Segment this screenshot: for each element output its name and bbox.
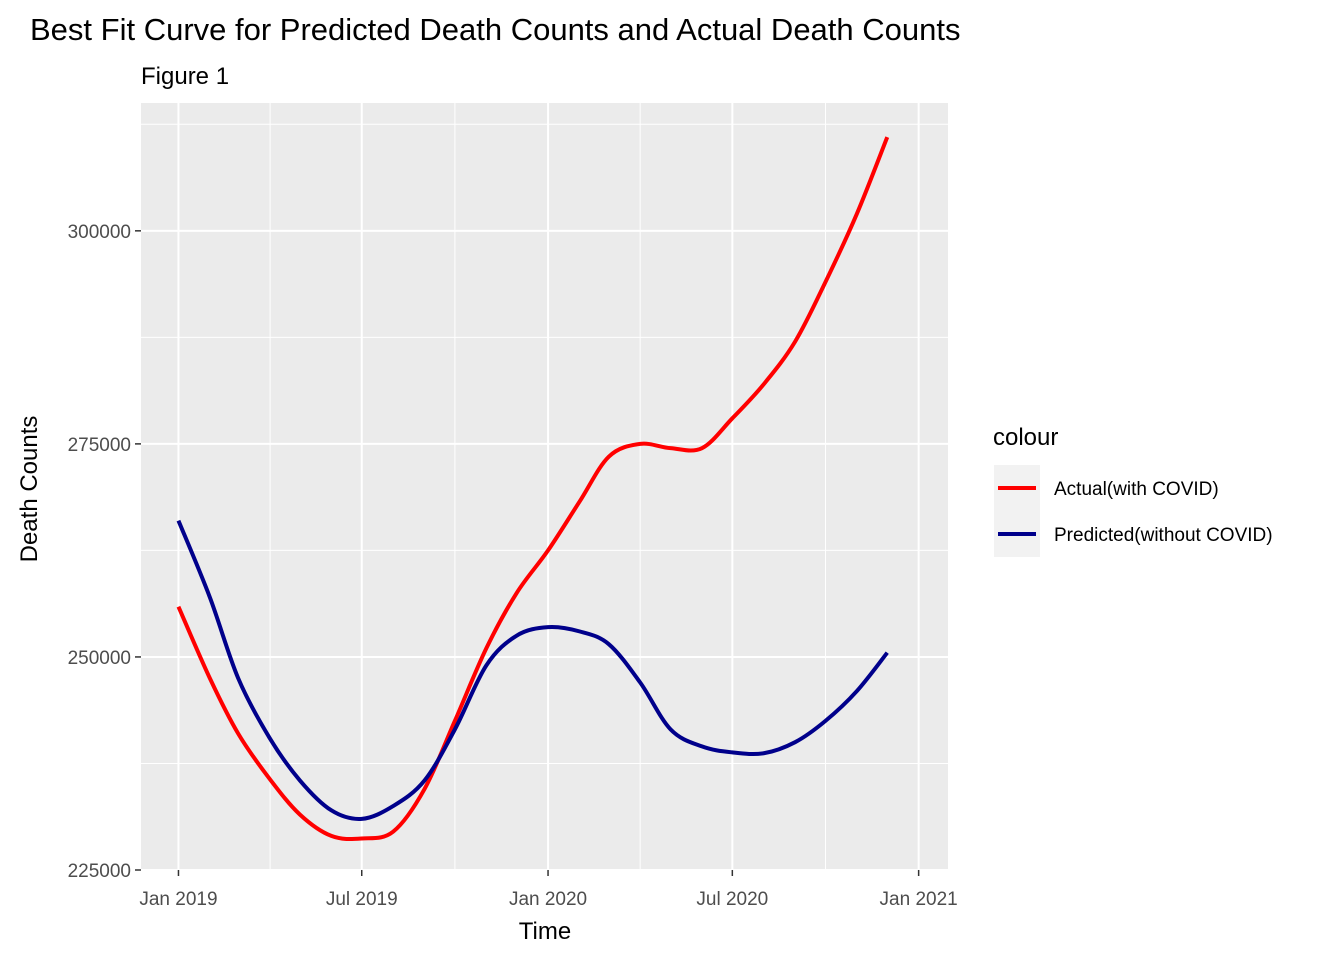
- x-tick-label: Jul 2020: [696, 889, 768, 910]
- x-tick-label: Jan 2020: [509, 889, 587, 910]
- legend-label: Actual(with COVID): [1054, 479, 1219, 500]
- y-tick-label: 250000: [68, 648, 131, 669]
- series-line-predicted: [176, 519, 889, 821]
- x-axis: Jan 2019 Jul 2019 Jan 2020 Jul 2020 Jan 2021: [139, 870, 958, 910]
- x-tick-label: Jul 2019: [326, 889, 398, 910]
- y-tick-label: 300000: [68, 222, 131, 243]
- y-tick-label: 275000: [68, 435, 131, 456]
- legend: colour Actual(with COVID) Predicted(witho…: [993, 424, 1273, 557]
- grid-major: [141, 103, 948, 871]
- x-axis-title: Time: [519, 918, 571, 945]
- legend-title: colour: [993, 424, 1058, 451]
- y-axis-title: Death Counts: [16, 416, 43, 563]
- series-lines: [176, 136, 890, 842]
- x-tick-label: Jan 2019: [139, 889, 217, 910]
- y-axis: 225000 250000 275000 300000: [68, 222, 141, 882]
- series-line-actual: [176, 136, 890, 842]
- y-tick-label: 225000: [68, 861, 131, 882]
- legend-label: Predicted(without COVID): [1054, 525, 1273, 546]
- x-tick-label: Jan 2021: [880, 889, 958, 910]
- chart-title: Best Fit Curve for Predicted Death Count…: [30, 12, 960, 47]
- chart-subtitle: Figure 1: [141, 63, 229, 90]
- plot-panel: [141, 103, 948, 870]
